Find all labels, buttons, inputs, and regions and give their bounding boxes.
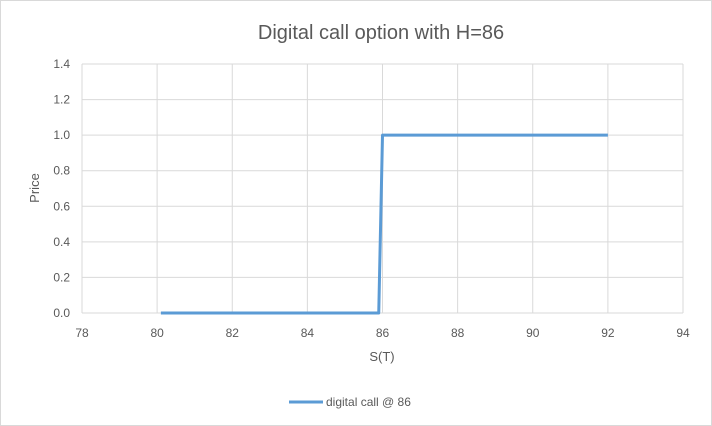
y-tick-label: 1.0 — [53, 128, 70, 142]
x-tick-label: 82 — [226, 326, 240, 340]
y-tick-label: 0.8 — [53, 164, 70, 178]
x-tick-label: 94 — [676, 326, 690, 340]
legend: digital call @ 86 — [289, 395, 411, 409]
y-tick-label: 0.6 — [53, 199, 70, 213]
chart-title: Digital call option with H=86 — [258, 22, 504, 44]
legend-label: digital call @ 86 — [326, 395, 411, 409]
y-tick-label: 0.0 — [53, 306, 70, 320]
y-tick-label: 0.2 — [53, 270, 70, 284]
series-line — [160, 133, 608, 315]
series-layer — [160, 133, 608, 315]
y-tick-label: 0.4 — [53, 235, 70, 249]
x-tick-label: 78 — [75, 326, 89, 340]
y-tick-label: 1.2 — [53, 93, 70, 107]
y-tick-label: 1.4 — [53, 57, 70, 71]
x-tick-labels: 78 80 82 84 86 88 90 92 94 — [75, 326, 690, 340]
x-tick-label: 84 — [301, 326, 315, 340]
x-tick-label: 92 — [601, 326, 615, 340]
x-tick-label: 88 — [451, 326, 465, 340]
x-tick-label: 90 — [526, 326, 540, 340]
y-tick-labels: 0.0 0.2 0.4 0.6 0.8 1.0 1.2 1.4 — [53, 57, 70, 320]
x-axis-label: S(T) — [369, 349, 394, 364]
x-tick-label: 80 — [150, 326, 164, 340]
x-tick-label: 86 — [376, 326, 390, 340]
y-axis-label: Price — [27, 173, 42, 203]
